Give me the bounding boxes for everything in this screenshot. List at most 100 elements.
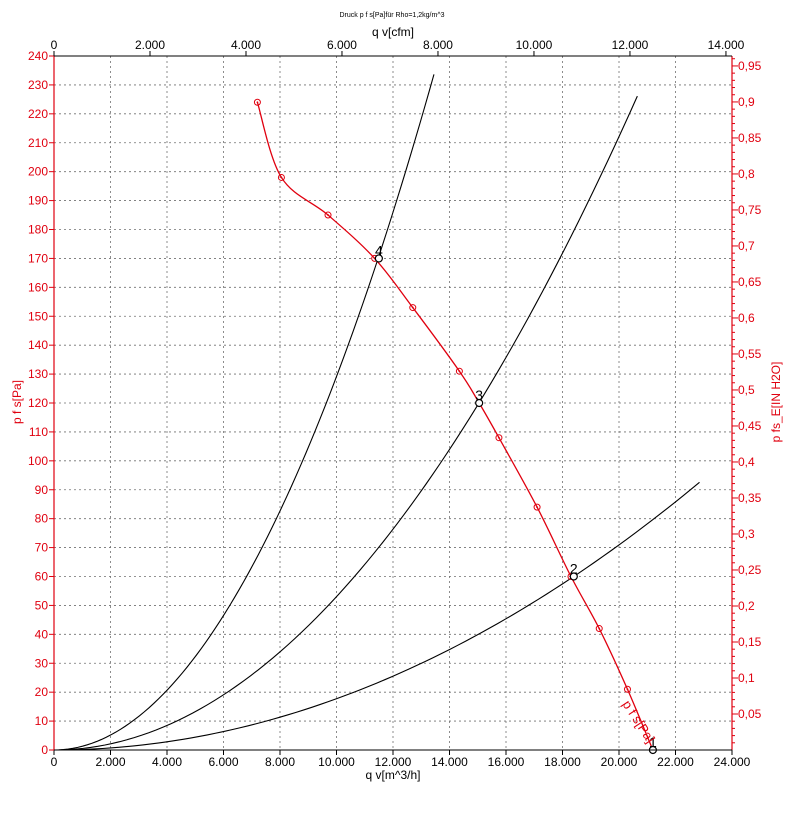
y-left-tick-label: 170	[28, 251, 48, 265]
fan-curve-marker-dot	[536, 506, 538, 508]
y-right-tick-label: 0,75	[738, 203, 762, 217]
y-right-tick-label: 0,1	[738, 671, 755, 685]
fan-curve-marker	[455, 367, 463, 375]
x-top-tick-label: 10.000	[516, 38, 553, 52]
y-right-tick-label: 0,15	[738, 635, 762, 649]
y-left-axis-label: p f s[Pa]	[10, 380, 24, 424]
operating-point-marker	[569, 572, 578, 581]
x-top-tick-label: 2.000	[135, 38, 165, 52]
y-left-tick-label: 60	[35, 570, 49, 584]
tick-labels: 0 2.000 4.000 6.000 8.000 10.000 12.000 14.000 1…	[28, 38, 762, 769]
x-bottom-tick-label: 24.000	[714, 755, 751, 769]
x-bottom-tick-label: 6.000	[208, 755, 238, 769]
x-top-tick-label: 8.000	[423, 38, 453, 52]
y-left-tick-label: 180	[28, 223, 48, 237]
y-right-tick-label: 0,8	[738, 167, 755, 181]
x-top-axis-label: q v[cfm]	[372, 25, 414, 39]
y-right-tick-label: 0,7	[738, 239, 755, 253]
operating-point-label: 3	[475, 387, 483, 403]
x-bottom-tick-label: 16.000	[488, 755, 525, 769]
y-left-tick-label: 220	[28, 107, 48, 121]
y-right-tick-label: 0,25	[738, 563, 762, 577]
chart-title: Druck p f s[Pa]für Rho=1,2kg/m^3	[339, 12, 444, 19]
x-top-tick-label: 12.000	[612, 38, 649, 52]
fan-curve-marker-dot	[327, 214, 329, 216]
y-left-tick-label: 120	[28, 396, 48, 410]
x-bottom-tick-label: 18.000	[544, 755, 581, 769]
operating-points: 1 2 3 4	[374, 242, 657, 755]
fan-curve-marker	[595, 625, 603, 633]
y-left-tick-label: 40	[35, 627, 49, 641]
y-left-tick-label: 160	[28, 280, 48, 294]
fan-curve-marker	[253, 98, 261, 106]
x-bottom-tick-label: 22.000	[657, 755, 694, 769]
fan-curve-marker	[495, 434, 503, 442]
x-top-tick-label: 6.000	[327, 38, 357, 52]
x-bottom-tick-label: 14.000	[431, 755, 468, 769]
x-bottom-tick-label: 20.000	[601, 755, 638, 769]
y-left-tick-label: 150	[28, 309, 48, 323]
y-right-tick-label: 0,2	[738, 599, 755, 613]
fan-curve-marker-dot	[256, 101, 259, 104]
system-curve-1	[53, 74, 435, 751]
fan-curve-marker	[324, 211, 332, 219]
x-bottom-tick-label: 12.000	[375, 755, 412, 769]
fan-curve-marker-dot	[626, 688, 629, 691]
y-right-tick-label: 0,9	[738, 95, 755, 109]
operating-point-marker	[475, 398, 484, 408]
operating-point-label: 4	[375, 242, 383, 258]
y-left-tick-label: 100	[28, 454, 48, 468]
fan-curve-marker	[623, 685, 631, 693]
x-bottom-tick-label: 0	[51, 755, 58, 769]
fan-curve-marker-dot	[598, 627, 601, 630]
y-right-tick-label: 0,3	[738, 527, 755, 541]
system-curves	[53, 74, 700, 751]
x-top-tick-label: 14.000	[708, 38, 745, 52]
y-right-tick-label: 0,35	[738, 491, 762, 505]
operating-point-marker	[374, 254, 383, 263]
fan-curve-marker-dot	[458, 370, 461, 373]
x-bottom-tick-label: 10.000	[318, 755, 355, 769]
y-right-tick-label: 0,05	[738, 707, 762, 721]
grid	[54, 56, 732, 750]
y-left-tick-label: 70	[35, 541, 49, 555]
y-left-tick-label: 200	[28, 165, 48, 179]
y-right-tick-label: 0,85	[738, 131, 762, 145]
fan-curve-marker-dot	[280, 176, 283, 179]
y-right-tick-label: 0,5	[738, 383, 755, 397]
y-right-axis-label: p fs_E[IN H2O]	[769, 362, 783, 443]
y-left-tick-label: 230	[28, 78, 48, 92]
y-left-tick-label: 10	[35, 714, 49, 728]
x-top-tick-label: 4.000	[231, 38, 261, 52]
fan-curve-marker	[277, 173, 285, 181]
y-left-tick-label: 140	[28, 338, 48, 352]
y-left-tick-label: 210	[28, 136, 48, 150]
y-right-tick-label: 0,45	[738, 419, 762, 433]
y-left-tick-label: 110	[29, 425, 48, 439]
fan-curve-marker	[409, 304, 417, 312]
y-right-tick-label: 0,6	[738, 311, 755, 325]
y-right-tick-label: 0,95	[738, 59, 762, 73]
y-right-tick-label: 0,65	[738, 275, 762, 289]
x-bottom-axis-label: q v[m^3/h]	[366, 768, 421, 782]
y-left-tick-label: 20	[35, 685, 49, 699]
x-bottom-tick-label: 8.000	[265, 755, 295, 769]
y-left-tick-label: 130	[28, 367, 48, 381]
y-left-tick-label: 190	[28, 194, 48, 208]
fan-curve-marker	[533, 503, 541, 511]
y-right-tick-label: 0,4	[738, 455, 755, 469]
x-bottom-tick-label: 4.000	[152, 755, 182, 769]
operating-point-label: 2	[570, 561, 578, 577]
y-left-tick-label: 0	[41, 743, 48, 757]
y-right-tick-label: 0,55	[738, 347, 762, 361]
y-left-tick-label: 50	[35, 598, 49, 612]
system-curve-2	[53, 95, 638, 751]
x-bottom-tick-label: 2.000	[95, 755, 125, 769]
y-left-tick-label: 80	[35, 512, 49, 526]
system-curve-3	[53, 481, 700, 751]
operating-point-label: 1	[649, 734, 657, 750]
fan-curve-label: p f s[Pa]	[619, 697, 658, 745]
y-left-tick-label: 30	[35, 656, 49, 670]
fan-curve-marker-dot	[498, 436, 500, 439]
